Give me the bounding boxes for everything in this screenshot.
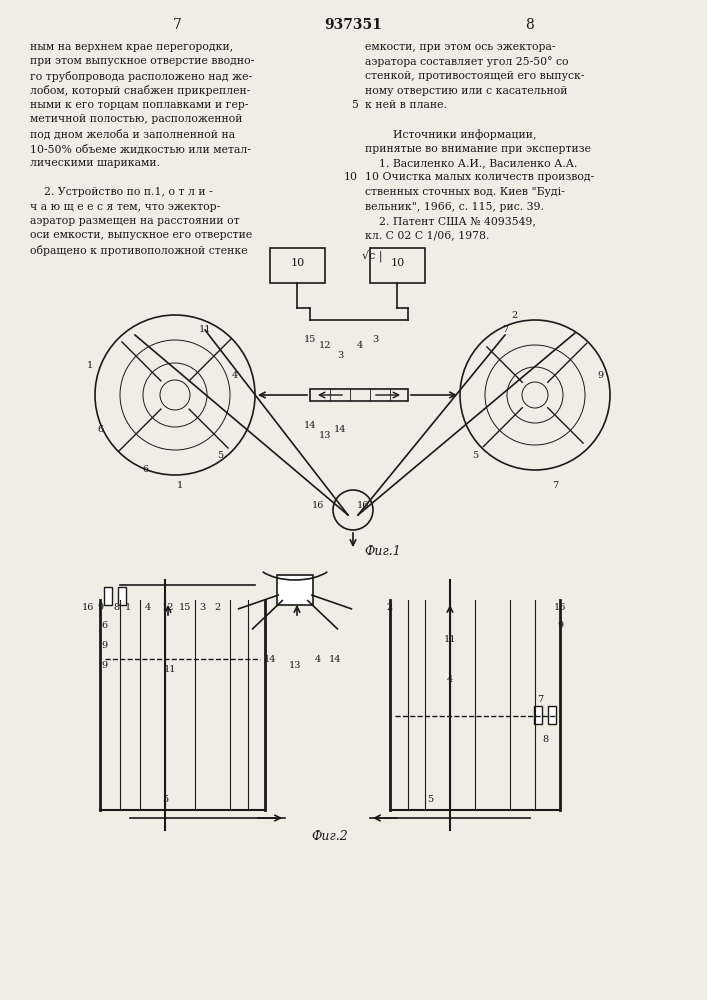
- Text: 9: 9: [101, 641, 107, 650]
- Text: обращено к противоположной стенке: обращено к противоположной стенке: [30, 245, 247, 256]
- Bar: [370, 247, 425, 282]
- Text: 937351: 937351: [324, 18, 382, 32]
- Text: 9: 9: [101, 660, 107, 670]
- Text: 2. Устройство по п.1, о т л и -: 2. Устройство по п.1, о т л и -: [30, 187, 213, 197]
- Text: 9: 9: [557, 620, 563, 630]
- Text: 10 Очистка малых количеств производ-: 10 Очистка малых количеств производ-: [365, 172, 595, 182]
- Text: стенкой, противостоящей его выпуск-: стенкой, противостоящей его выпуск-: [365, 71, 585, 81]
- Text: 14: 14: [304, 420, 316, 430]
- Text: 7: 7: [173, 18, 182, 32]
- Text: 11: 11: [199, 326, 211, 334]
- Text: 16: 16: [357, 500, 369, 510]
- Text: 5: 5: [351, 100, 358, 110]
- Text: 12: 12: [162, 602, 174, 611]
- Text: метичной полостью, расположенной: метичной полостью, расположенной: [30, 114, 243, 124]
- Text: 2: 2: [387, 602, 393, 611]
- Text: 4: 4: [232, 370, 238, 379]
- Bar: [548, 706, 556, 724]
- Text: ч а ю щ е е с я тем, что эжектор-: ч а ю щ е е с я тем, что эжектор-: [30, 202, 221, 212]
- Text: Фиг.2: Фиг.2: [312, 830, 349, 843]
- Text: Фиг.1: Фиг.1: [365, 545, 402, 558]
- Text: 10: 10: [344, 172, 358, 182]
- Bar: [118, 587, 126, 605]
- Text: 10-50% объеме жидкостью или метал-: 10-50% объеме жидкостью или метал-: [30, 143, 251, 154]
- Bar: [310, 389, 408, 401]
- Text: 16: 16: [82, 602, 94, 611]
- Text: аэратора составляет угол 25-50° со: аэратора составляет угол 25-50° со: [365, 56, 568, 67]
- Text: 10: 10: [291, 258, 305, 268]
- Text: √с |: √с |: [362, 250, 382, 262]
- Text: 14: 14: [264, 656, 276, 664]
- Text: 14: 14: [329, 656, 341, 664]
- Text: 13: 13: [319, 430, 332, 440]
- Text: Источники информации,: Источники информации,: [365, 129, 537, 140]
- Text: 5: 5: [217, 450, 223, 460]
- Text: 7: 7: [552, 481, 558, 489]
- Bar: [104, 587, 112, 605]
- Text: 13: 13: [288, 660, 301, 670]
- Text: ным на верхнем крае перегородки,: ным на верхнем крае перегородки,: [30, 42, 233, 52]
- Text: 1. Василенко А.И., Василенко А.А.: 1. Василенко А.И., Василенко А.А.: [365, 158, 578, 168]
- Text: под дном желоба и заполненной на: под дном желоба и заполненной на: [30, 129, 235, 140]
- Bar: [277, 575, 313, 605]
- Text: ному отверстию или с касательной: ному отверстию или с касательной: [365, 86, 568, 96]
- Text: 16: 16: [312, 500, 325, 510]
- Text: 2: 2: [512, 310, 518, 320]
- Text: 2: 2: [215, 602, 221, 611]
- Text: 6: 6: [142, 466, 148, 475]
- Text: 6: 6: [101, 620, 107, 630]
- Text: при этом выпускное отверстие вводно-: при этом выпускное отверстие вводно-: [30, 56, 255, 66]
- Text: кл. С 02 С 1/06, 1978.: кл. С 02 С 1/06, 1978.: [365, 231, 489, 240]
- Text: аэратор размещен на расстоянии от: аэратор размещен на расстоянии от: [30, 216, 240, 226]
- Text: 4: 4: [315, 656, 321, 664]
- Text: 7: 7: [537, 696, 543, 704]
- Text: го трубопровода расположено над же-: го трубопровода расположено над же-: [30, 71, 252, 82]
- Text: 11: 11: [164, 666, 176, 674]
- Bar: [534, 706, 542, 724]
- Text: 3: 3: [199, 602, 205, 611]
- Text: 9: 9: [597, 370, 603, 379]
- Text: 8: 8: [525, 18, 534, 32]
- Text: к ней в плане.: к ней в плане.: [365, 100, 447, 110]
- Text: 5: 5: [427, 796, 433, 804]
- Text: 7: 7: [502, 326, 508, 334]
- Text: 1: 1: [177, 481, 183, 489]
- Text: 1: 1: [125, 602, 131, 611]
- Text: 5: 5: [472, 450, 478, 460]
- Text: 12: 12: [319, 340, 332, 350]
- Text: 14: 14: [334, 426, 346, 434]
- Text: емкости, при этом ось эжектора-: емкости, при этом ось эжектора-: [365, 42, 556, 52]
- Text: 10: 10: [390, 258, 404, 268]
- Text: 4: 4: [357, 340, 363, 350]
- Text: 8: 8: [542, 736, 548, 744]
- Text: 15: 15: [179, 602, 191, 611]
- Text: 4: 4: [447, 676, 453, 684]
- Text: 16: 16: [554, 602, 566, 611]
- Text: 5: 5: [162, 796, 168, 804]
- Text: вельник", 1966, с. 115, рис. 39.: вельник", 1966, с. 115, рис. 39.: [365, 202, 544, 212]
- Text: 2. Патент США № 4093549,: 2. Патент США № 4093549,: [365, 216, 536, 226]
- Text: 15: 15: [304, 336, 316, 344]
- Text: лобом, который снабжен прикреплен-: лобом, который снабжен прикреплен-: [30, 86, 250, 97]
- Bar: [270, 247, 325, 282]
- Text: 1: 1: [87, 360, 93, 369]
- Text: оси емкости, выпускное его отверстие: оси емкости, выпускное его отверстие: [30, 231, 252, 240]
- Text: 3: 3: [337, 351, 343, 360]
- Text: ными к его торцам поплавками и гер-: ными к его торцам поплавками и гер-: [30, 100, 248, 110]
- Text: лическими шариками.: лическими шариками.: [30, 158, 160, 168]
- Text: 8: 8: [113, 602, 119, 611]
- Text: 3: 3: [372, 336, 378, 344]
- Text: 4: 4: [145, 602, 151, 611]
- Text: 6: 6: [97, 426, 103, 434]
- Text: принятые во внимание при экспертизе: принятые во внимание при экспертизе: [365, 143, 591, 153]
- Text: 9: 9: [97, 603, 103, 612]
- Text: ственных сточных вод. Киев "Буді-: ственных сточных вод. Киев "Буді-: [365, 187, 565, 197]
- Text: 11: 11: [444, 636, 456, 645]
